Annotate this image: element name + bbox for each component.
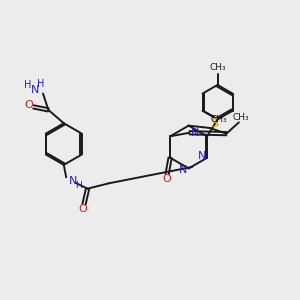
Text: N: N	[31, 85, 39, 95]
Text: H: H	[75, 181, 82, 190]
Text: O: O	[79, 204, 87, 214]
Text: CH₃: CH₃	[211, 115, 227, 124]
Text: O: O	[162, 174, 171, 184]
Text: N: N	[178, 165, 187, 175]
Text: H: H	[25, 80, 32, 90]
Text: N: N	[191, 128, 200, 138]
Text: O: O	[25, 100, 33, 110]
Text: S: S	[211, 117, 218, 130]
Text: N: N	[68, 176, 77, 186]
Text: H: H	[37, 79, 44, 89]
Text: CH₃: CH₃	[232, 112, 249, 122]
Text: CH₃: CH₃	[209, 63, 226, 72]
Text: N: N	[198, 151, 206, 161]
